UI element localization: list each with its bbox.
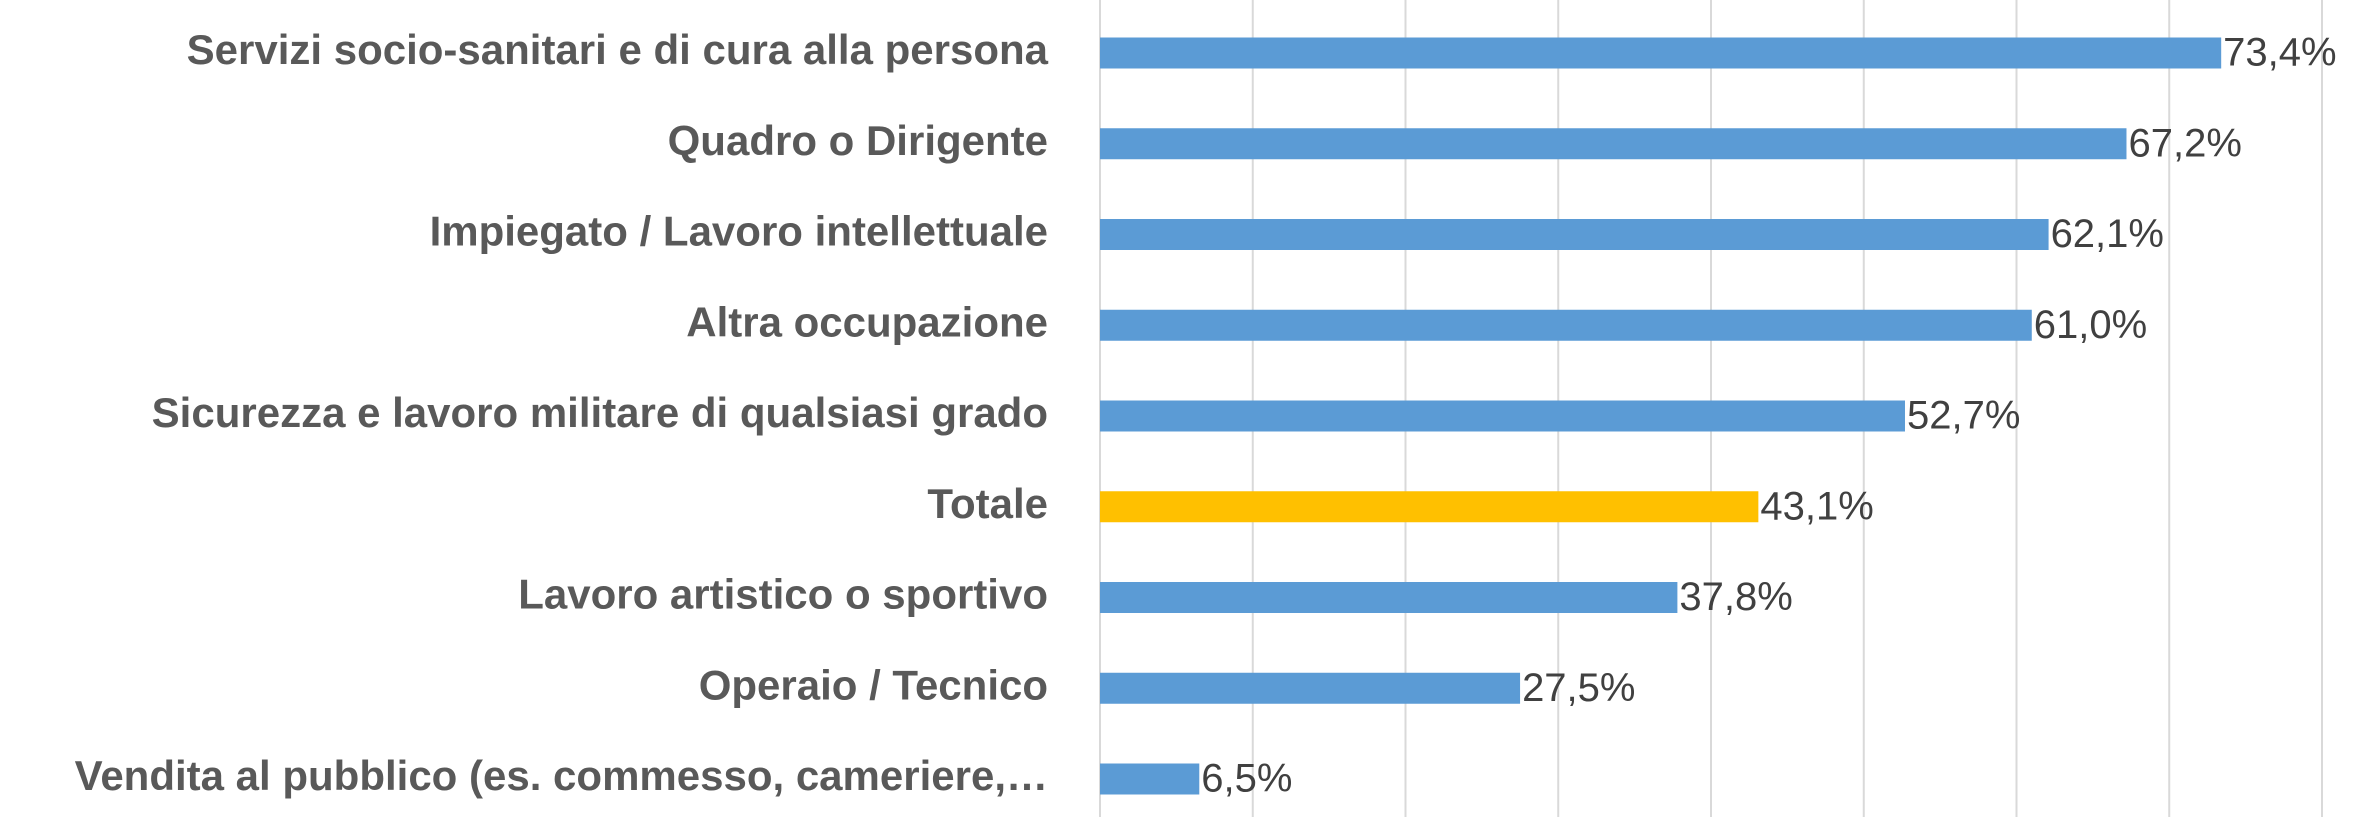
y-tick-label: Vendita al pubblico (es. commesso, camer…: [75, 752, 1048, 799]
y-tick-label: Lavoro artistico o sportivo: [518, 571, 1048, 618]
bar: [1100, 128, 2127, 160]
data-label: 27,5%: [1522, 666, 1635, 710]
bar: [1100, 582, 1678, 613]
bar: [1100, 309, 2032, 341]
bar: [1100, 219, 2049, 250]
data-label: 73,4%: [2223, 31, 2336, 75]
y-tick-label: Servizi socio-sanitari e di cura alla pe…: [187, 26, 1049, 73]
y-tick-label: Altra occupazione: [686, 298, 1048, 345]
y-tick-label: Impiegato / Lavoro intellettuale: [430, 208, 1048, 255]
y-tick-label: Operaio / Tecnico: [699, 661, 1048, 708]
bar: [1100, 400, 1905, 432]
y-tick-label: Sicurezza e lavoro militare di qualsiasi…: [152, 389, 1048, 436]
bar: [1100, 37, 2222, 69]
data-label: 43,1%: [1760, 484, 1873, 528]
data-label: 67,2%: [2128, 121, 2241, 165]
data-label: 61,0%: [2034, 303, 2147, 347]
bar: [1100, 491, 1759, 523]
data-label: 52,7%: [1907, 394, 2020, 438]
y-tick-label: Quadro o Dirigente: [668, 117, 1048, 164]
bar: [1100, 763, 1200, 795]
data-label: 6,5%: [1201, 757, 1292, 801]
data-label: 62,1%: [2051, 212, 2164, 256]
bar: [1100, 672, 1521, 704]
data-label: 37,8%: [1679, 575, 1792, 619]
y-tick-label: Totale: [927, 480, 1048, 527]
